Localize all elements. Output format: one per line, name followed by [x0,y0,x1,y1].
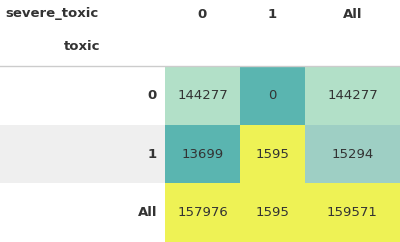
Bar [0,66,165,125]
Text: 0: 0 [198,8,207,21]
Text: 1595: 1595 [256,148,290,160]
Text: 0: 0 [148,89,157,102]
Text: severe_toxic: severe_toxic [5,8,98,21]
Text: 1595: 1595 [256,206,290,219]
Text: 144277: 144277 [177,89,228,102]
Bar [0,183,165,242]
Text: 157976: 157976 [177,206,228,219]
Bar [165,125,240,183]
Bar [240,183,305,242]
Bar [165,66,240,125]
Text: All: All [343,8,362,21]
Bar [0,125,165,183]
Text: 0: 0 [268,89,277,102]
Bar [305,125,400,183]
Text: 159571: 159571 [327,206,378,219]
Bar [305,66,400,125]
Text: 13699: 13699 [182,148,224,160]
Text: 144277: 144277 [327,89,378,102]
Bar [165,183,240,242]
Text: toxic: toxic [64,40,101,53]
Text: 1: 1 [268,8,277,21]
Text: 15294: 15294 [331,148,374,160]
Bar [240,66,305,125]
Text: 1: 1 [148,148,157,160]
Bar [240,125,305,183]
Text: All: All [138,206,157,219]
Bar [305,183,400,242]
